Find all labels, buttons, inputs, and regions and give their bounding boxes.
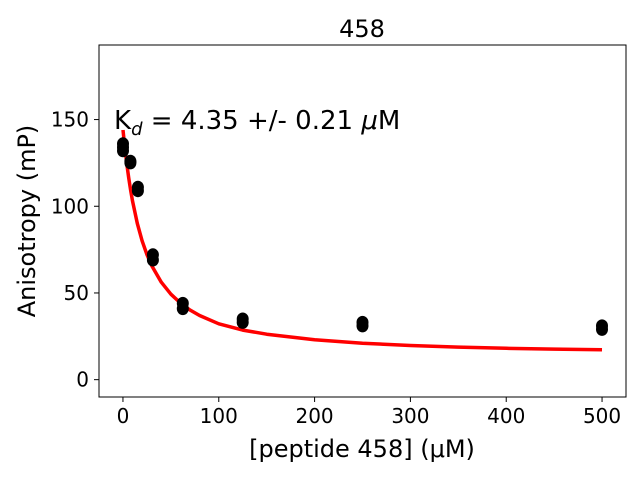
kd-unit-symbol: μ: [360, 106, 378, 136]
x-tick-label: 100: [200, 404, 238, 428]
x-axis-label: [peptide 458] (μM): [249, 435, 475, 463]
x-tick-label: 500: [583, 404, 621, 428]
kd-value: = 4.35 +/- 0.21: [143, 106, 362, 136]
chart-title: 458: [339, 15, 385, 43]
data-point: [596, 322, 608, 336]
x-tick-label: 200: [295, 404, 333, 428]
y-tick-label: 150: [51, 108, 89, 132]
data-point: [131, 184, 144, 198]
data-point: [356, 319, 369, 333]
x-tick-label: 0: [117, 404, 130, 428]
y-axis-label: Anisotropy (mP): [13, 125, 41, 318]
data-point: [146, 253, 159, 267]
y-axis: 0 50 100 150: [51, 108, 99, 392]
plot-frame: [98, 44, 627, 398]
kd-annotation: Kd = 4.35 +/- 0.21 μM: [114, 106, 400, 140]
data-point: [176, 302, 189, 316]
data-point: [117, 144, 129, 158]
kd-unit: M: [378, 106, 400, 136]
x-tick-label: 400: [487, 404, 525, 428]
kd-subscript: d: [131, 119, 143, 140]
y-tick-label: 0: [76, 368, 89, 392]
points-layer: [117, 137, 608, 336]
data-point: [124, 156, 137, 170]
y-tick-label: 100: [51, 194, 89, 218]
plot-area: [98, 44, 627, 398]
kd-prefix: K: [114, 106, 132, 136]
data-point: [236, 315, 249, 329]
x-axis: 0 100 200 300 400 500: [117, 397, 621, 428]
y-tick-label: 50: [64, 281, 89, 305]
x-tick-label: 300: [391, 404, 429, 428]
